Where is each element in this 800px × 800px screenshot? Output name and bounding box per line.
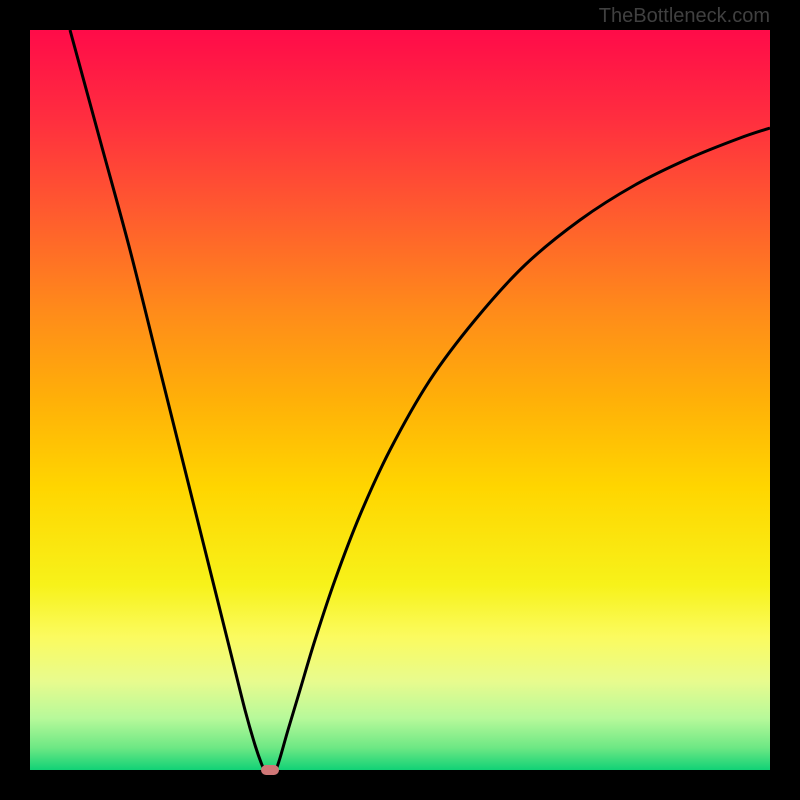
minimum-marker (261, 765, 279, 775)
frame: TheBottleneck.com (0, 0, 800, 800)
curve-left-branch (70, 30, 265, 770)
watermark-text: TheBottleneck.com (599, 5, 770, 28)
curve-layer (30, 30, 770, 770)
curve-right-branch (276, 128, 770, 770)
plot-area (30, 30, 770, 770)
